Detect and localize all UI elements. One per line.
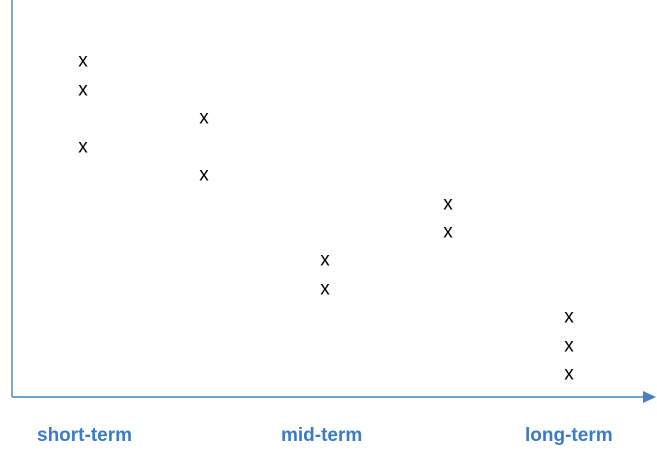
category-label-mid-term: mid-term xyxy=(281,425,363,446)
category-label-short-term: short-term xyxy=(37,425,133,446)
x-mark: x xyxy=(199,108,209,129)
x-mark: x xyxy=(78,80,88,101)
x-mark: x xyxy=(564,307,574,328)
x-mark: x xyxy=(78,137,88,158)
x-mark: x xyxy=(199,165,209,186)
x-axis-arrowhead xyxy=(643,391,656,403)
x-mark: x xyxy=(320,250,330,271)
x-mark: x xyxy=(443,222,453,243)
x-mark: x xyxy=(320,279,330,300)
x-mark: x xyxy=(78,51,88,72)
x-mark: x xyxy=(443,194,453,215)
category-label-long-term: long-term xyxy=(525,425,613,446)
x-mark: x xyxy=(564,364,574,385)
x-mark: x xyxy=(564,336,574,357)
